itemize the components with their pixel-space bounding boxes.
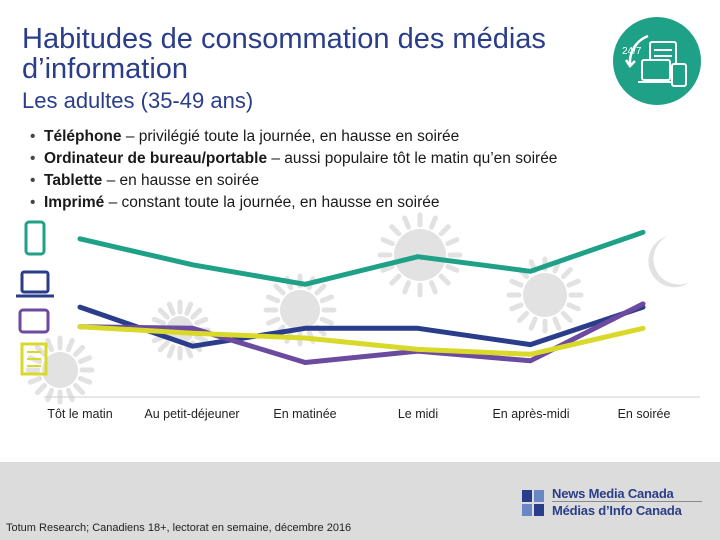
key-findings-list: Téléphone – privilégié toute la journée,… (30, 126, 557, 214)
series-line-laptop (77, 304, 646, 349)
sun-decoration-icon (506, 256, 584, 334)
x-tick-label: Le midi (398, 407, 438, 421)
badge-text: 24/7 (622, 46, 642, 57)
logo-mark-icon (522, 490, 544, 516)
logo-text-fr: Médias d’Info Canada (552, 503, 682, 518)
line-chart: Tôt le matin Au petit-déjeuner En matinée L… (0, 210, 720, 430)
x-tick-label: En matinée (273, 407, 336, 421)
chart-svg: Tôt le matin Au petit-déjeuner En matinée L… (16, 212, 700, 421)
series-line-print (77, 324, 646, 357)
laptop-icon (20, 270, 50, 294)
moon-decoration-icon (648, 236, 690, 288)
series-line-phone (77, 229, 646, 287)
devices-badge-icon: 24/7 (613, 17, 701, 105)
device-legend (16, 220, 54, 376)
print-icon (20, 342, 48, 376)
bullet-print: Imprimé – constant toute la journée, en … (30, 192, 557, 214)
x-tick-label: En après-midi (492, 407, 569, 421)
logo-divider (552, 501, 702, 502)
x-tick-label: En soirée (618, 407, 671, 421)
logo-text-en: News Media Canada (552, 486, 674, 501)
x-tick-label: Au petit-déjeuner (144, 407, 239, 421)
phone-icon (24, 220, 46, 256)
bullet-phone: Téléphone – privilégié toute la journée,… (30, 126, 557, 148)
news-media-canada-logo: News Media Canada Médias d’Info Canada (520, 484, 710, 520)
bullet-computer: Ordinateur de bureau/portable – aussi po… (30, 148, 557, 170)
page-subtitle: Les adultes (35-49 ans) (22, 88, 254, 113)
page-title: Habitudes de consommation des médias d’i… (22, 23, 546, 85)
x-tick-label: Tôt le matin (47, 407, 112, 421)
tablet-icon (18, 308, 50, 334)
bullet-tablet: Tablette – en hausse en soirée (30, 170, 557, 192)
sun-decoration-icon (25, 335, 95, 405)
source-note: Totum Research; Canadiens 18+, lectorat … (6, 522, 352, 534)
